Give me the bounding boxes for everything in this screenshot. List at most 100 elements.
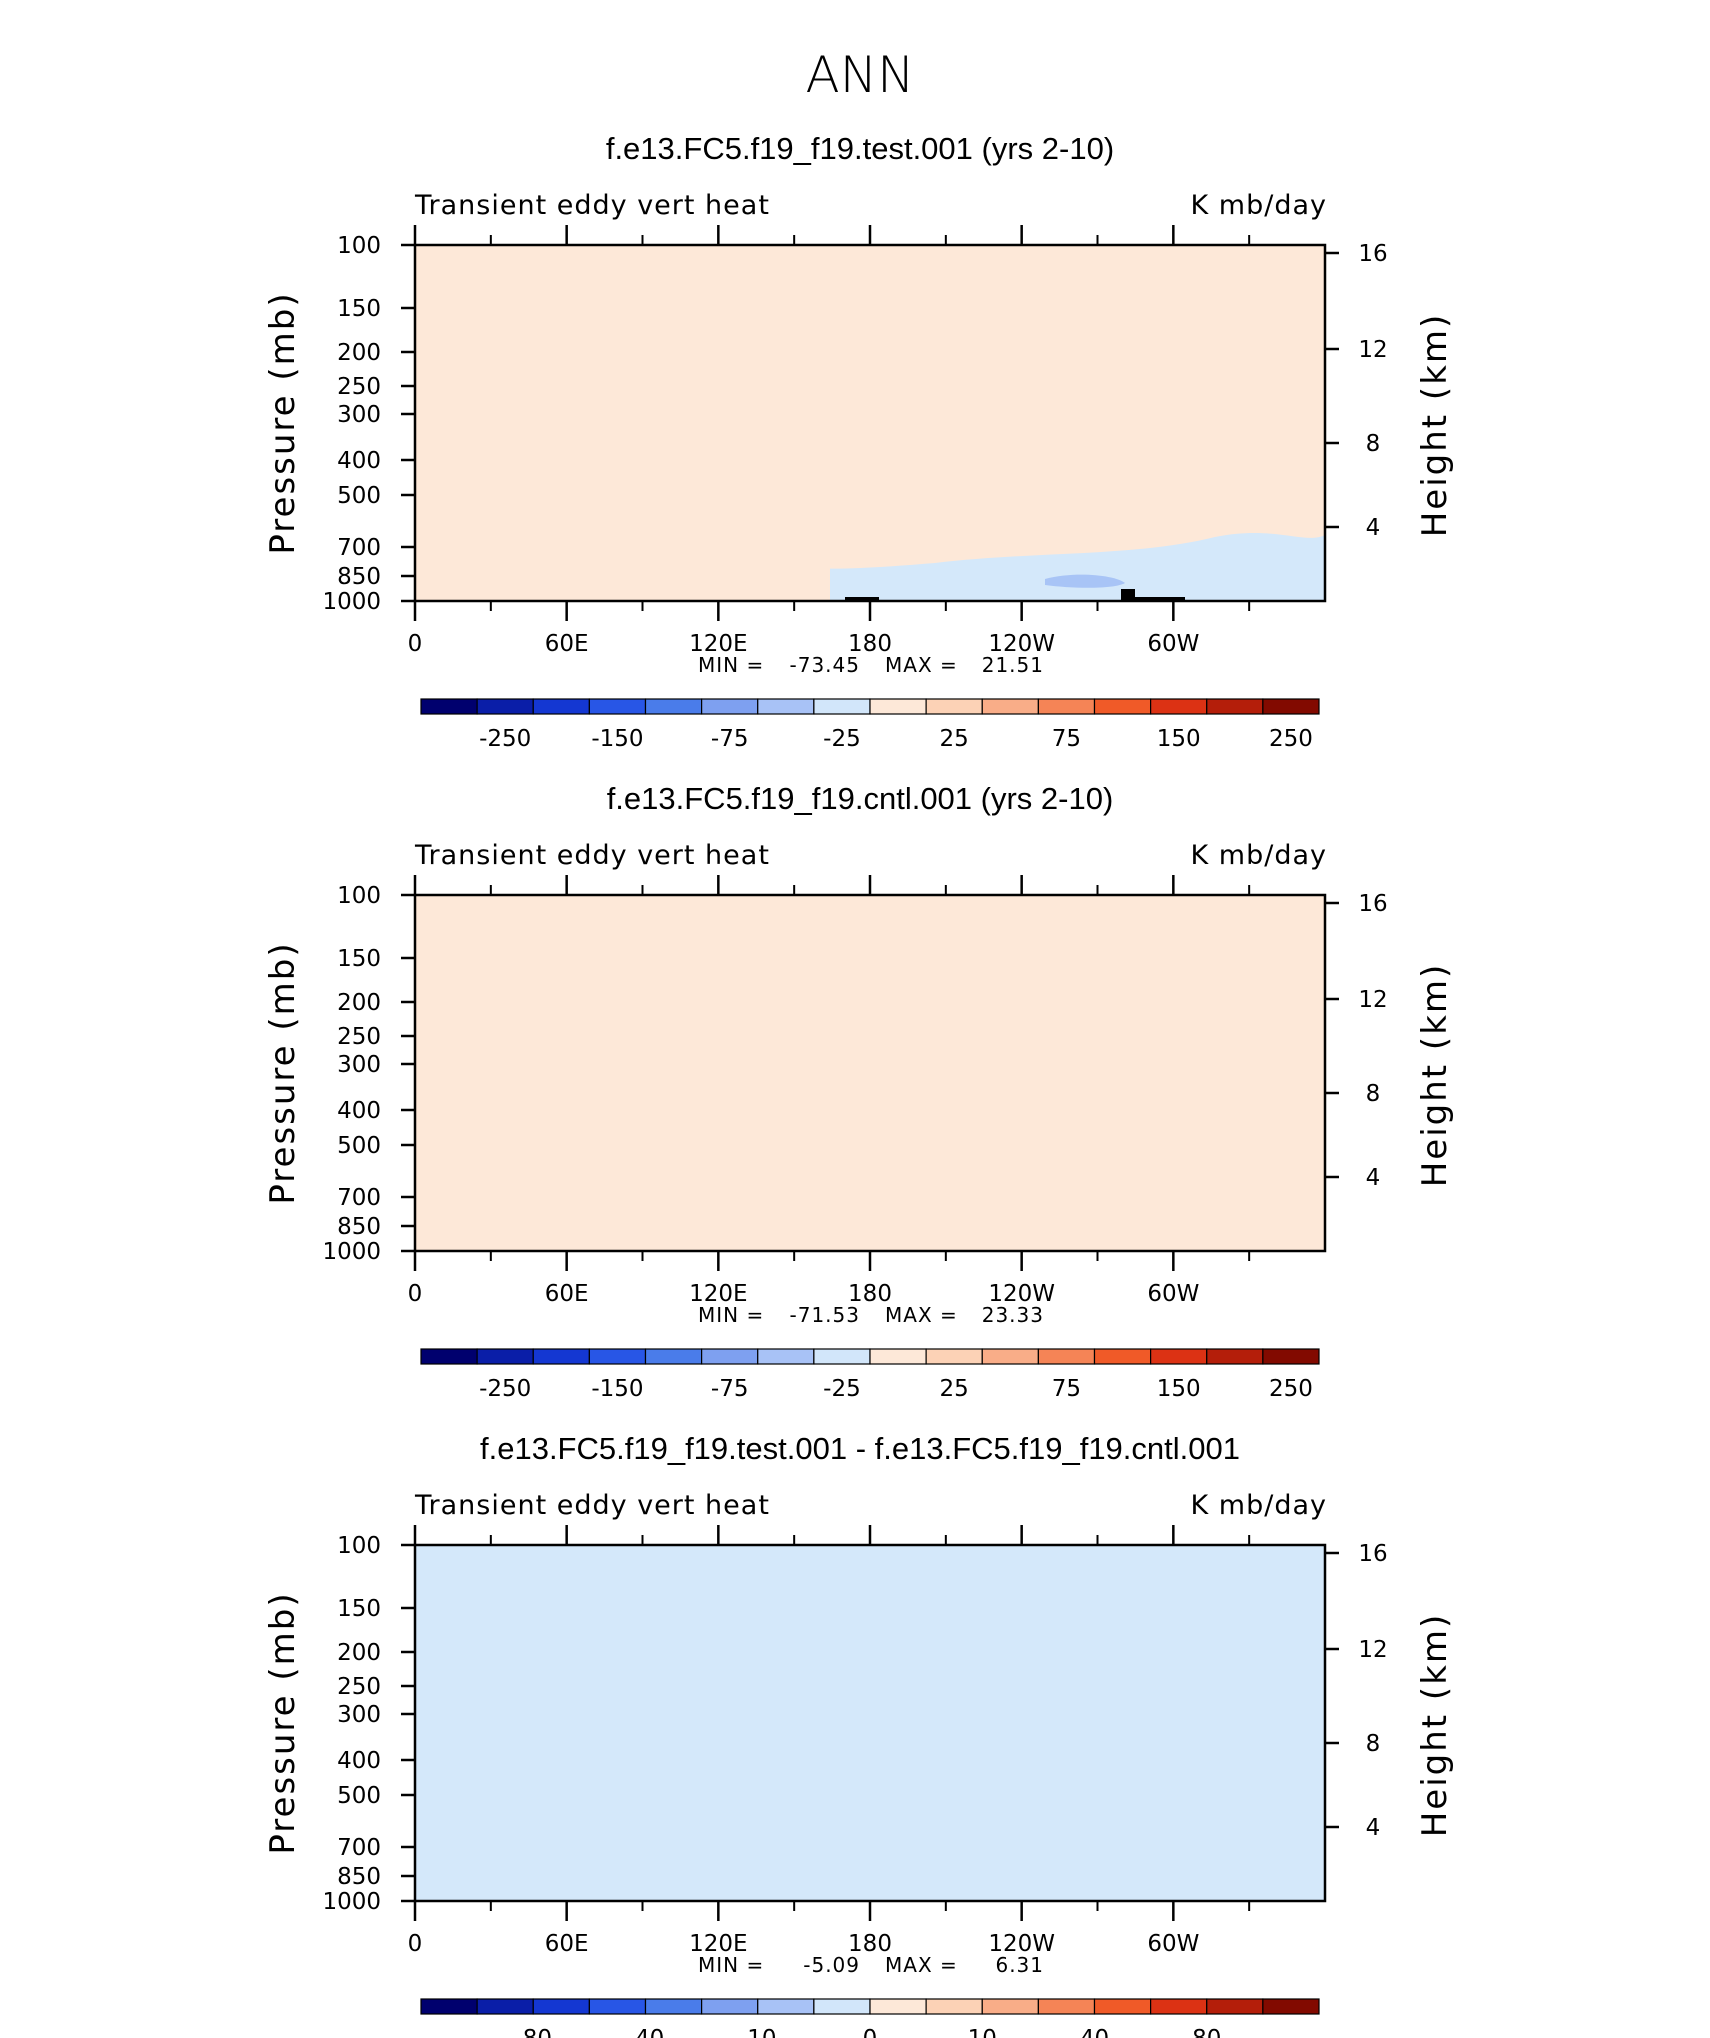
colorbar-swatch bbox=[588, 698, 647, 715]
colorbar-swatch bbox=[1093, 698, 1152, 715]
colorbar-label: 150 bbox=[1157, 1376, 1201, 1402]
x-tick-label: 0 bbox=[408, 631, 423, 657]
chart-title: f.e13.FC5.f19_f19.test.001 (yrs 2-10) bbox=[606, 131, 1114, 166]
colorbar-swatch bbox=[532, 1998, 590, 2015]
colorbar-swatch bbox=[476, 698, 534, 715]
x-tick-label: 60W bbox=[1147, 631, 1199, 657]
y-right-axis-title: Height (km) bbox=[1415, 963, 1455, 1188]
colorbar-label: 250 bbox=[1269, 1376, 1313, 1402]
y-right-tick-label: 8 bbox=[1366, 1081, 1381, 1107]
colorbar-swatch bbox=[1262, 1348, 1320, 1365]
y-tick-label: 850 bbox=[337, 1214, 381, 1240]
colorbar-swatch bbox=[1150, 698, 1208, 715]
y-tick-label: 1000 bbox=[322, 589, 381, 615]
colorbar-swatch bbox=[925, 1998, 983, 2015]
max-value: 23.33 bbox=[982, 1303, 1044, 1327]
colorbar-swatch bbox=[476, 1998, 534, 2015]
colorbar-swatch bbox=[1037, 1348, 1096, 1365]
max-label: MAX = bbox=[885, 1303, 958, 1327]
y-tick-label: 850 bbox=[337, 564, 381, 590]
colorbar-swatch bbox=[1150, 1998, 1208, 2015]
x-tick-label: 60E bbox=[545, 1931, 589, 1957]
colorbar-label: -75 bbox=[711, 1376, 749, 1402]
x-tick-label: 120E bbox=[689, 631, 747, 657]
y-tick-label: 150 bbox=[337, 946, 381, 972]
colorbar-swatch bbox=[869, 1348, 927, 1365]
colorbar-label: -25 bbox=[823, 1376, 861, 1402]
x-tick-label: 120W bbox=[988, 1931, 1055, 1957]
y-right-tick-label: 16 bbox=[1358, 241, 1387, 267]
x-tick-label: 120W bbox=[988, 631, 1055, 657]
colorbar-swatch bbox=[1206, 1998, 1264, 2015]
min-label: MIN = bbox=[698, 1953, 764, 1977]
y-tick-label: 850 bbox=[337, 1864, 381, 1890]
y-tick-label: 400 bbox=[337, 1098, 381, 1124]
x-tick-label: 60E bbox=[545, 631, 589, 657]
x-tick-label: 180 bbox=[848, 1931, 892, 1957]
colorbar-swatch bbox=[644, 1998, 703, 2015]
y-tick-label: 300 bbox=[337, 1052, 381, 1078]
y-tick-label: 200 bbox=[337, 990, 381, 1016]
colorbar-label: 75 bbox=[1052, 1376, 1081, 1402]
min-label: MIN = bbox=[698, 1303, 764, 1327]
chart-panel-1: f.e13.FC5.f19_f19.test.001 (yrs 2-10) Tra… bbox=[263, 131, 1455, 752]
colorbar-swatch bbox=[813, 698, 871, 715]
y-tick-label: 700 bbox=[337, 535, 381, 561]
plot-area bbox=[415, 1545, 1325, 1901]
y-tick-label: 400 bbox=[337, 1748, 381, 1774]
colorbar-swatch bbox=[1093, 1348, 1152, 1365]
max-label: MAX = bbox=[885, 1953, 958, 1977]
colorbar-label: -150 bbox=[591, 726, 643, 752]
colorbar-swatch bbox=[532, 698, 590, 715]
colorbar-label: -75 bbox=[711, 726, 749, 752]
chart-panel-3: f.e13.FC5.f19_f19.test.001 - f.e13.FC5.f… bbox=[263, 1431, 1455, 2038]
y-tick-label: 500 bbox=[337, 1133, 381, 1159]
max-value: 6.31 bbox=[995, 1953, 1044, 1977]
colorbar-label: -40 bbox=[627, 2026, 665, 2038]
x-tick-label: 120W bbox=[988, 1281, 1055, 1307]
colorbar-swatch bbox=[1206, 698, 1264, 715]
colorbar-label: 25 bbox=[940, 726, 969, 752]
colorbar bbox=[420, 1998, 1320, 2015]
y-axis-title: Pressure (mb) bbox=[263, 1591, 303, 1854]
units-label: K mb/day bbox=[1191, 840, 1328, 871]
colorbar-label: 150 bbox=[1157, 726, 1201, 752]
y-tick-label: 150 bbox=[337, 296, 381, 322]
y-tick-label: 1000 bbox=[322, 1889, 381, 1915]
y-tick-label: 250 bbox=[337, 374, 381, 400]
terrain-mask bbox=[1135, 597, 1185, 601]
colorbar-label: 80 bbox=[1192, 2026, 1221, 2038]
colorbar-swatch bbox=[925, 1348, 983, 1365]
y-tick-label: 250 bbox=[337, 1024, 381, 1050]
y-right-tick-label: 12 bbox=[1358, 987, 1387, 1013]
contour-fill bbox=[830, 490, 1325, 601]
y-tick-label: 100 bbox=[337, 883, 381, 909]
y-right-tick-label: 12 bbox=[1358, 337, 1387, 363]
colorbar bbox=[420, 698, 1320, 715]
min-value: -73.45 bbox=[790, 653, 860, 677]
y-right-axis-title: Height (km) bbox=[1415, 1613, 1455, 1838]
x-tick-label: 180 bbox=[848, 1281, 892, 1307]
contour-region bbox=[830, 533, 1325, 601]
contour-region bbox=[842, 490, 1166, 562]
colorbar-label: -10 bbox=[739, 2026, 777, 2038]
colorbar-swatch bbox=[644, 698, 703, 715]
contour-region bbox=[1269, 490, 1325, 530]
chart-title: f.e13.FC5.f19_f19.test.001 - f.e13.FC5.f… bbox=[480, 1431, 1240, 1466]
colorbar-swatch bbox=[813, 1348, 871, 1365]
colorbar-swatch bbox=[476, 1348, 534, 1365]
colorbar-swatch bbox=[1037, 698, 1096, 715]
min-value: -71.53 bbox=[790, 1303, 860, 1327]
y-tick-label: 500 bbox=[337, 1783, 381, 1809]
chart-panel-2: f.e13.FC5.f19_f19.cntl.001 (yrs 2-10) Tra… bbox=[263, 781, 1455, 1402]
colorbar-label: 0 bbox=[863, 2026, 878, 2038]
y-tick-label: 700 bbox=[337, 1185, 381, 1211]
colorbar-label: 10 bbox=[968, 2026, 997, 2038]
chart-title: f.e13.FC5.f19_f19.cntl.001 (yrs 2-10) bbox=[607, 781, 1114, 816]
colorbar-swatch bbox=[1093, 1998, 1152, 2015]
plot-area bbox=[415, 895, 1325, 1251]
max-label: MAX = bbox=[885, 653, 958, 677]
y-tick-label: 100 bbox=[337, 233, 381, 259]
min-value: -5.09 bbox=[803, 1953, 860, 1977]
colorbar-swatch bbox=[813, 1998, 871, 2015]
